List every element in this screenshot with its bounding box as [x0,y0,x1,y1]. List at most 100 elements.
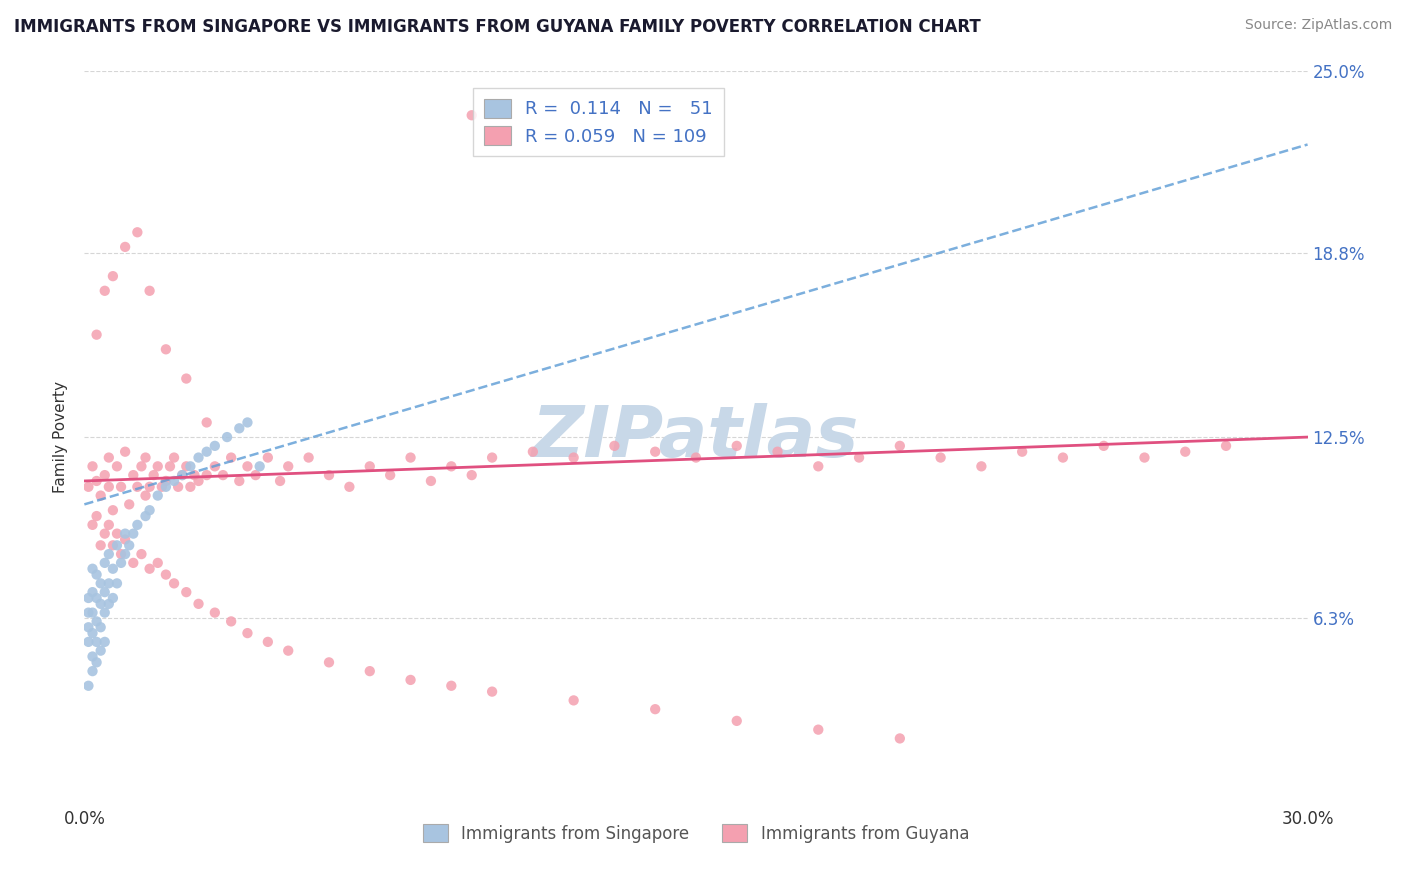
Point [101,503,124,517]
Point [142,468,165,483]
Point [86,656,108,670]
Point [138,503,160,517]
Point [122,526,145,541]
Point [146,556,169,570]
Point [217,430,239,444]
Point [562,450,585,465]
Legend: Immigrants from Singapore, Immigrants from Guyana: Immigrants from Singapore, Immigrants fr… [416,818,976,849]
Point [114,526,136,541]
Point [603,439,626,453]
Point [105,459,128,474]
Point [236,459,259,474]
Point [155,343,177,357]
Point [93,284,115,298]
Point [93,606,115,620]
Point [146,489,169,503]
Y-axis label: Family Poverty: Family Poverty [53,381,69,493]
Point [461,108,484,122]
Point [86,635,108,649]
Point [118,497,141,511]
Point [257,450,280,465]
Point [187,597,209,611]
Point [77,620,100,634]
Point [522,444,544,458]
Point [114,444,136,458]
Text: ZIPatlas: ZIPatlas [533,402,859,472]
Point [101,538,124,552]
Point [440,459,463,474]
Point [77,606,100,620]
Point [183,468,205,483]
Point [86,567,108,582]
Point [562,693,585,707]
Point [399,450,422,465]
Point [399,673,422,687]
Point [122,468,145,483]
Point [1092,439,1115,453]
Point [93,468,115,483]
Point [187,474,209,488]
Point [1215,439,1237,453]
Point [228,421,250,435]
Point [179,459,201,474]
Point [461,468,484,483]
Point [114,547,136,561]
Point [110,547,132,561]
Point [167,480,190,494]
Point [204,459,226,474]
Point [277,643,299,657]
Point [82,517,104,532]
Point [150,480,173,494]
Point [127,480,149,494]
Point [174,459,197,474]
Point [155,474,177,488]
Point [82,626,104,640]
Point [929,450,952,465]
Point [82,459,104,474]
Point [219,450,242,465]
Point [236,626,259,640]
Point [174,371,197,385]
Point [204,439,226,453]
Point [245,468,267,483]
Text: Source: ZipAtlas.com: Source: ZipAtlas.com [1244,18,1392,32]
Point [159,459,181,474]
Point [82,562,104,576]
Point [101,591,124,605]
Point [127,225,149,239]
Point [101,562,124,576]
Point [110,556,132,570]
Point [105,576,128,591]
Point [127,517,149,532]
Point [766,444,789,458]
Point [90,620,112,634]
Point [97,597,120,611]
Point [122,556,145,570]
Point [110,480,132,494]
Point [204,606,226,620]
Point [138,480,160,494]
Point [195,468,218,483]
Point [187,450,209,465]
Point [725,714,748,728]
Point [970,459,993,474]
Point [380,468,402,483]
Point [90,643,112,657]
Point [236,416,259,430]
Point [97,517,120,532]
Point [86,474,108,488]
Point [163,450,186,465]
Point [97,547,120,561]
Point [77,480,100,494]
Point [97,576,120,591]
Point [163,474,186,488]
Point [1133,450,1156,465]
Point [644,702,666,716]
Point [889,731,911,746]
Point [97,480,120,494]
Point [179,480,201,494]
Point [1011,444,1033,458]
Point [135,509,157,524]
Point [277,459,299,474]
Point [481,684,503,698]
